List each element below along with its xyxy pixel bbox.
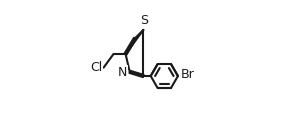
Text: Cl: Cl <box>90 61 102 74</box>
Text: N: N <box>118 66 127 79</box>
Text: S: S <box>140 14 148 27</box>
Text: Br: Br <box>180 68 194 81</box>
